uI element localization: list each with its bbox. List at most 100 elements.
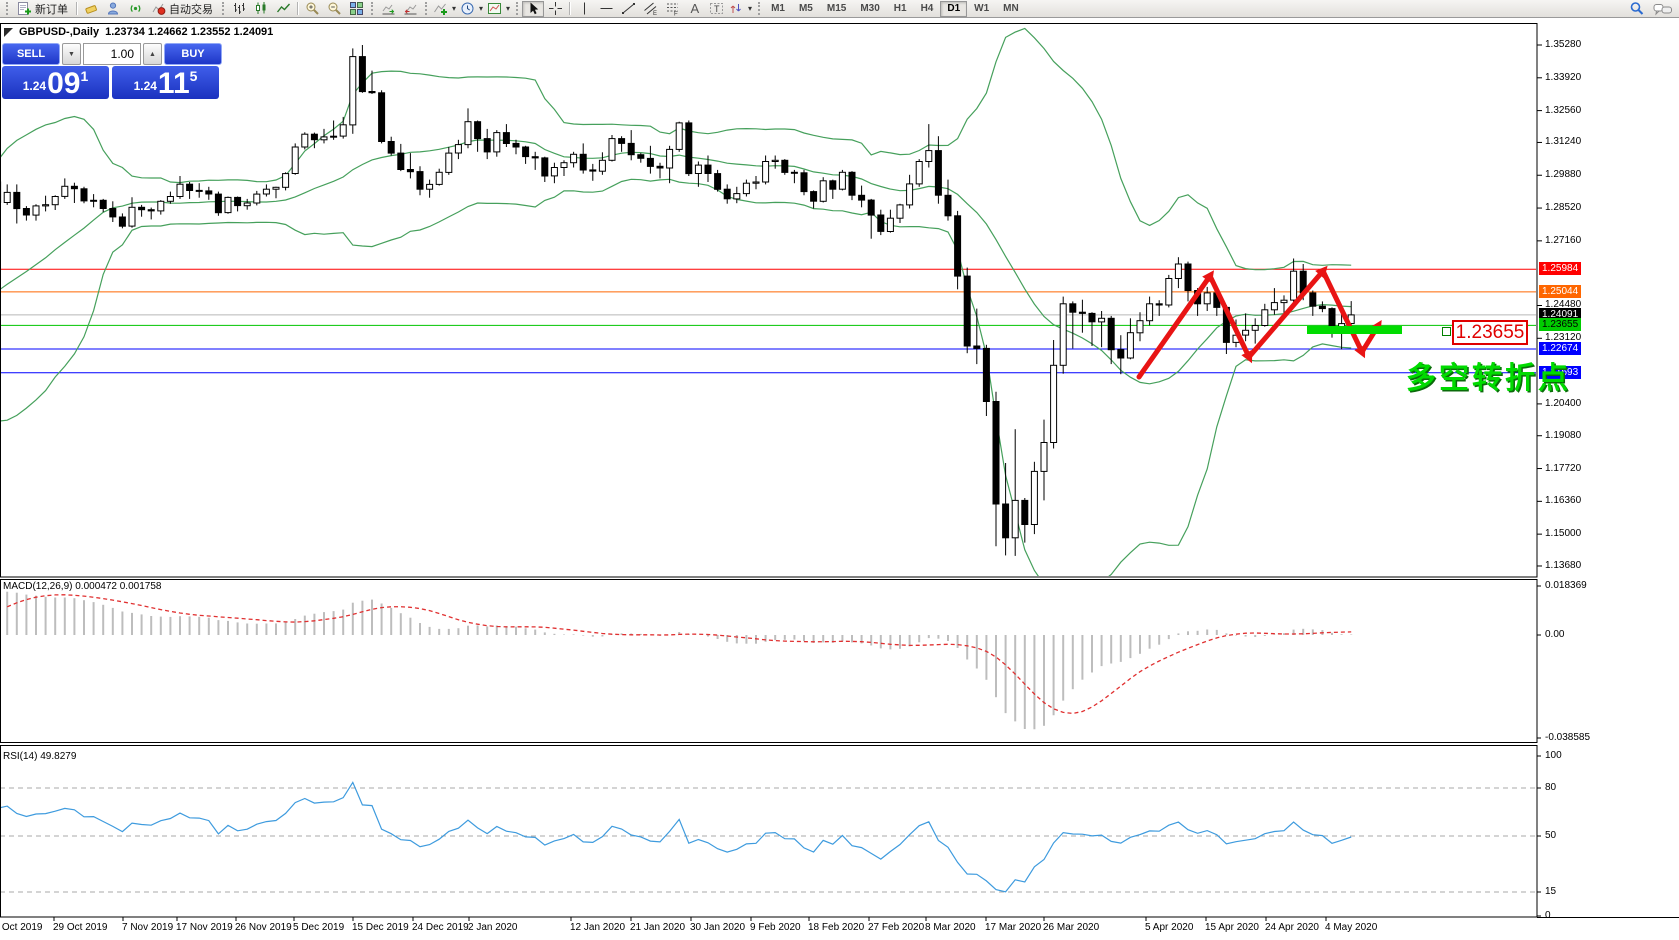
- date-label-24-Apr-2020: 24 Apr 2020: [1265, 922, 1319, 933]
- text-label-tool-button[interactable]: T: [705, 1, 727, 17]
- search-icon[interactable]: [1629, 1, 1645, 17]
- arrows-tool-button[interactable]: ▾: [727, 1, 754, 17]
- turning-point-annotation[interactable]: 多空转折点: [1406, 362, 1571, 395]
- date-label-15-Apr-2020: 15 Apr 2020: [1205, 922, 1259, 933]
- sell-price-display[interactable]: 1.24 09 1: [2, 66, 109, 99]
- price-tick-1.20400: 1.20400: [1545, 397, 1582, 409]
- price-tick-1.28520: 1.28520: [1545, 202, 1582, 214]
- macd-indicator-label: MACD(12,26,9) 0.000472 0.001758: [3, 581, 162, 592]
- price-tick-1.15000: 1.15000: [1545, 528, 1582, 540]
- trend-arrow[interactable]: [1320, 268, 1365, 355]
- text-tool-button[interactable]: A: [683, 1, 705, 17]
- volume-input[interactable]: [83, 43, 141, 65]
- date-label-8-Mar-2020: 8 Mar 2020: [925, 922, 976, 933]
- fibonacci-tool-button[interactable]: F: [661, 1, 683, 17]
- timeframe-H1[interactable]: H1: [887, 1, 914, 17]
- timeframe-H4[interactable]: H4: [914, 1, 941, 17]
- profile-button[interactable]: [102, 1, 124, 17]
- vertical-line-icon: [583, 2, 585, 15]
- svg-text:A: A: [690, 1, 699, 16]
- price-marker-1.25984: 1.25984: [1539, 262, 1582, 276]
- date-label-2-Jan-2020: 2 Jan 2020: [468, 922, 518, 933]
- chart-shift-button[interactable]: [377, 1, 399, 17]
- line-chart-mode-button[interactable]: [272, 1, 294, 17]
- analysis-annotations[interactable]: [1136, 265, 1402, 380]
- signal-icon: [130, 4, 140, 13]
- new-order-icon: [18, 2, 31, 15]
- cursor-tool-button[interactable]: [522, 0, 545, 17]
- timeframe-MN[interactable]: MN: [996, 1, 1026, 17]
- sell-button[interactable]: SELL: [2, 43, 60, 65]
- toolbar-grip[interactable]: [6, 2, 8, 15]
- date-label-9-Feb-2020: 9 Feb 2020: [750, 922, 801, 933]
- dropdown-caret-icon: ▾: [479, 4, 484, 13]
- buy-button[interactable]: BUY: [164, 43, 222, 65]
- fibonacci-icon: F: [666, 3, 678, 16]
- date-label-4-May-2020: 4 May 2020: [1325, 922, 1378, 933]
- date-label-15-Dec-2019: 15 Dec 2019: [352, 922, 409, 933]
- timeframe-M15[interactable]: M15: [820, 1, 853, 17]
- triangle-up-icon: ▲: [149, 50, 156, 58]
- candlestick-mode-button[interactable]: [250, 1, 272, 17]
- eraser-button[interactable]: [80, 1, 102, 17]
- indicators-button[interactable]: ▾: [431, 1, 458, 17]
- indicators-icon: [434, 3, 447, 15]
- date-label-26-Nov-2019: 26 Nov 2019: [235, 922, 292, 933]
- sell-price-prefix: 1.24: [22, 79, 47, 93]
- channel-tool-button[interactable]: E: [639, 1, 661, 17]
- new-order-button[interactable]: 新订单: [12, 1, 73, 17]
- trend-arrow[interactable]: [1207, 273, 1252, 360]
- templates-button[interactable]: ▾: [485, 1, 512, 17]
- toolbar-grip[interactable]: [222, 2, 224, 15]
- date-label-5-Apr-2020: 5 Apr 2020: [1145, 922, 1194, 933]
- timeframe-M1[interactable]: M1: [764, 1, 792, 17]
- zoom-in-button[interactable]: [301, 1, 323, 17]
- timeframe-M5[interactable]: M5: [792, 1, 820, 17]
- one-click-collapse-icon[interactable]: [4, 27, 13, 37]
- bar-chart-mode-button[interactable]: [228, 1, 250, 17]
- chat-icon[interactable]: [1653, 2, 1673, 17]
- zoom-out-button[interactable]: [323, 1, 345, 17]
- price-marker-1.23655: 1.23655: [1539, 318, 1582, 332]
- auto-scroll-button[interactable]: [399, 1, 421, 17]
- volume-decrease-button[interactable]: ▼: [62, 43, 81, 65]
- line-endpoint-handle[interactable]: [1442, 327, 1451, 336]
- price-callout-box[interactable]: 1.23655: [1452, 320, 1528, 345]
- rsi-tick-80: 80: [1545, 782, 1557, 793]
- candlestick-icon: [255, 2, 265, 14]
- price-tick-1.16360: 1.16360: [1545, 495, 1582, 507]
- trend-arrow[interactable]: [1136, 273, 1213, 380]
- timeframe-D1[interactable]: D1: [940, 0, 968, 17]
- text-label-icon: T: [709, 3, 723, 14]
- horizontal-line-tool-button[interactable]: [595, 1, 617, 17]
- periods-button[interactable]: ▾: [458, 1, 485, 17]
- timeframe-M30[interactable]: M30: [853, 1, 886, 17]
- toolbar-grip[interactable]: [758, 2, 761, 15]
- toolbar-grip[interactable]: [516, 2, 519, 15]
- price-tick-1.29880: 1.29880: [1545, 169, 1582, 181]
- trendline-tool-button[interactable]: [617, 1, 639, 17]
- volume-increase-button[interactable]: ▲: [143, 43, 162, 65]
- crosshair-tool-button[interactable]: [544, 1, 566, 17]
- price-tick-1.35280: 1.35280: [1545, 38, 1582, 50]
- timeframe-W1[interactable]: W1: [967, 1, 996, 17]
- buy-price-display[interactable]: 1.24 11 5: [112, 66, 219, 99]
- horizontal-line-icon: [600, 8, 613, 9]
- autotrading-label: 自动交易: [169, 3, 213, 16]
- price-tick-1.33920: 1.33920: [1545, 71, 1582, 83]
- tile-windows-button[interactable]: [345, 1, 367, 17]
- toolbar-grip[interactable]: [371, 2, 373, 15]
- signal-button[interactable]: [124, 1, 146, 17]
- toolbar-grip[interactable]: [425, 2, 427, 15]
- autotrading-button[interactable]: 自动交易: [146, 1, 218, 17]
- support-zone-bar[interactable]: [1307, 326, 1402, 334]
- buy-price-sup: 5: [189, 68, 198, 84]
- rsi-tick-0: 0: [1545, 910, 1551, 921]
- rsi-tick-15: 15: [1545, 886, 1557, 897]
- rsi-indicator-label: RSI(14) 49.8279: [3, 751, 77, 762]
- vertical-line-tool-button[interactable]: [573, 1, 595, 17]
- trend-arrow[interactable]: [1246, 268, 1326, 360]
